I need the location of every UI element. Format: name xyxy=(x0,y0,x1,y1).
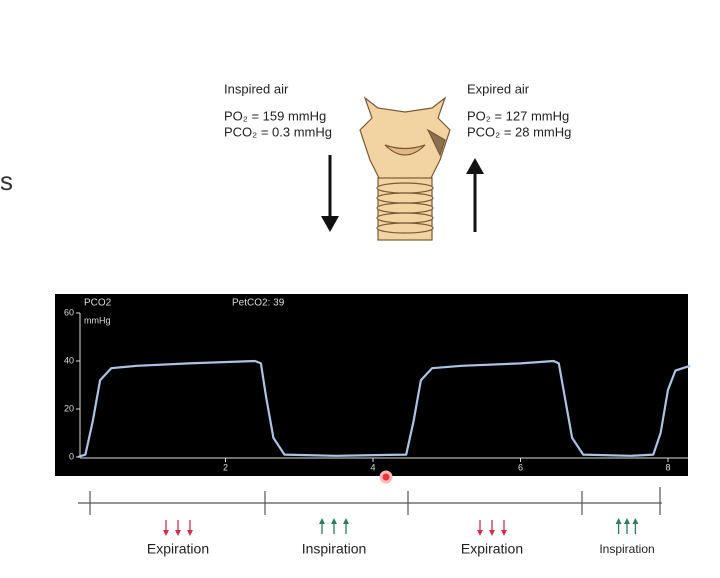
cut-text: s xyxy=(0,166,13,196)
label: PO₂ = 159 mmHg xyxy=(224,108,326,123)
monitor-screen xyxy=(55,294,688,476)
arrow-head xyxy=(624,518,630,524)
arrow-head xyxy=(331,518,337,524)
arrow-head xyxy=(163,530,169,536)
up-arrow xyxy=(466,158,484,232)
x-tick-label: 6 xyxy=(518,462,523,472)
arrow-head xyxy=(489,530,495,536)
arrow-head xyxy=(319,518,325,524)
down-arrows xyxy=(163,520,193,536)
inspired-info: Inspired air PO₂ = 159 mmHg PCO₂ = 0.3 m… xyxy=(224,81,332,139)
expired-info: Expired air PO₂ = 127 mmHg PCO₂ = 28 mmH… xyxy=(467,81,571,139)
down-arrows xyxy=(477,520,507,536)
phase-label: Inspiration xyxy=(599,542,654,556)
y-tick-label: 60 xyxy=(64,307,74,317)
arrow-head xyxy=(632,518,639,524)
arrow-head xyxy=(477,530,483,536)
phase-label: Expiration xyxy=(461,541,523,557)
x-tick-label: 2 xyxy=(223,462,228,472)
y-tick-label: 0 xyxy=(69,451,74,461)
arrow-head xyxy=(501,530,507,536)
label: PO₂ = 127 mmHg xyxy=(467,108,569,123)
phase-label: Expiration xyxy=(147,541,209,557)
timeline xyxy=(78,487,662,515)
label: PCO₂ = 0.3 mmHg xyxy=(224,124,332,139)
y-tick-label: 40 xyxy=(64,355,74,365)
arrow-head xyxy=(187,530,193,536)
x-tick-label: 4 xyxy=(370,462,375,472)
label: Inspired air xyxy=(224,81,289,96)
larynx-illustration xyxy=(359,96,451,241)
capnogram: 0 20 40 60 2 4 6 8 PCO2 mmHg PetCO2: 39 xyxy=(64,298,691,472)
y-axis-label: PCO2 xyxy=(84,298,112,309)
arrow-head xyxy=(343,518,349,524)
y-tick-label: 20 xyxy=(64,403,74,413)
label: PCO₂ = 28 mmHg xyxy=(467,124,571,139)
label: Expired air xyxy=(467,81,530,96)
y-axis-unit: mmHg xyxy=(84,315,111,325)
up-arrows xyxy=(615,518,639,534)
phase-label: Inspiration xyxy=(302,541,367,557)
annotation: PetCO2: 39 xyxy=(232,298,285,309)
cursor-dot xyxy=(379,470,393,484)
down-arrow xyxy=(321,155,339,232)
capnogram-line xyxy=(77,359,691,459)
x-tick-label: 8 xyxy=(665,462,670,472)
up-arrows xyxy=(319,518,349,534)
arrow-head xyxy=(175,530,181,536)
arrow-head xyxy=(615,518,622,524)
